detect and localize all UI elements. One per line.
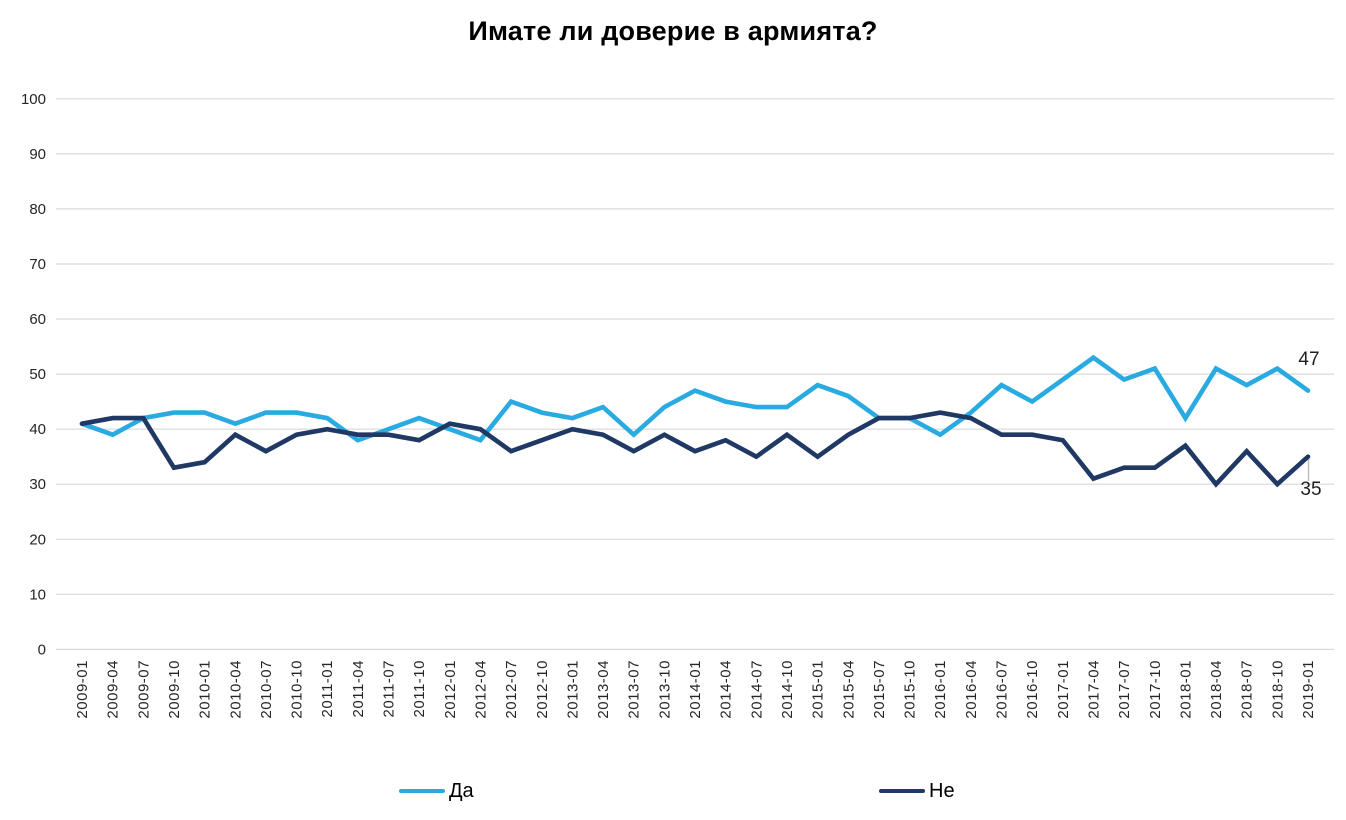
x-tick-label: 2018-04	[1208, 660, 1225, 719]
y-tick-label: 80	[29, 201, 46, 218]
y-tick-label: 100	[21, 91, 46, 108]
x-tick-label: 2014-04	[718, 660, 735, 719]
x-tick-label: 2010-04	[227, 660, 244, 719]
x-axis-labels: 2009-01 2009-04 2009-07 2009-10 2010-01 2010-…	[74, 660, 1317, 719]
y-tick-label: 20	[29, 531, 46, 548]
y-tick-label: 40	[29, 421, 46, 438]
x-tick-label: 2010-01	[197, 660, 214, 719]
legend-label-da: Да	[449, 779, 474, 802]
x-tick-label: 2016-01	[932, 660, 949, 719]
x-tick-label: 2011-07	[381, 660, 398, 717]
series-line-ne	[79, 410, 1311, 488]
x-tick-label: 2015-10	[902, 660, 919, 719]
x-tick-label: 2009-10	[166, 660, 183, 719]
y-tick-label: 10	[29, 586, 46, 603]
x-tick-label: 2018-10	[1269, 660, 1286, 719]
x-tick-label: 2017-01	[1055, 660, 1072, 719]
y-axis-labels: 0 10 20 30 40 50 60 70 80 90 100	[21, 91, 46, 659]
x-tick-label: 2015-01	[810, 660, 827, 719]
x-tick-label: 2013-10	[656, 660, 673, 719]
y-tick-label: 0	[38, 641, 46, 658]
x-tick-label: 2010-10	[289, 660, 306, 719]
x-tick-label: 2010-07	[258, 660, 275, 719]
x-tick-label: 2018-07	[1239, 660, 1256, 719]
x-tick-label: 2016-04	[963, 660, 980, 719]
x-tick-label: 2017-07	[1116, 660, 1133, 719]
x-tick-label: 2017-04	[1085, 660, 1102, 719]
y-tick-label: 60	[29, 311, 46, 328]
x-tick-label: 2009-04	[105, 660, 122, 719]
legend-line-da-icon	[399, 788, 445, 794]
legend-label-ne: Не	[929, 779, 955, 802]
legend-item-da: Да	[399, 778, 474, 804]
y-tick-label: 30	[29, 476, 46, 493]
x-tick-label: 2014-01	[687, 660, 704, 719]
x-tick-label: 2009-07	[135, 660, 152, 719]
x-tick-label: 2015-07	[871, 660, 888, 719]
x-tick-label: 2016-10	[1024, 660, 1041, 719]
x-tick-label: 2013-01	[564, 660, 581, 719]
x-tick-label: 2013-07	[626, 660, 643, 719]
x-tick-label: 2014-07	[748, 660, 765, 719]
data-label-ne-last: 35	[1300, 479, 1322, 500]
chart-legend: Да Не	[0, 778, 1346, 808]
x-tick-label: 2014-10	[779, 660, 796, 719]
x-tick-label: 2009-01	[74, 660, 91, 719]
x-tick-label: 2012-10	[534, 660, 551, 719]
legend-item-ne: Не	[879, 778, 955, 804]
legend-line-ne-icon	[879, 788, 925, 794]
x-tick-label: 2017-10	[1147, 660, 1164, 719]
y-tick-label: 50	[29, 366, 46, 383]
series-line-da	[79, 354, 1311, 443]
x-tick-label: 2019-01	[1300, 660, 1317, 719]
gridlines	[56, 98, 1334, 651]
y-tick-label: 90	[29, 146, 46, 163]
y-tick-label: 70	[29, 256, 46, 273]
x-tick-label: 2012-01	[442, 660, 459, 719]
x-tick-label: 2018-01	[1177, 660, 1194, 719]
x-tick-label: 2011-10	[411, 660, 428, 717]
x-tick-label: 2015-04	[840, 660, 857, 719]
x-tick-label: 2013-04	[595, 660, 612, 719]
chart-title: Имате ли доверие в армията?	[468, 16, 878, 46]
x-tick-label: 2012-04	[472, 660, 489, 719]
x-tick-label: 2012-07	[503, 660, 520, 719]
data-label-da-last: 47	[1298, 349, 1320, 370]
x-tick-label: 2016-07	[994, 660, 1011, 719]
x-tick-label: 2011-04	[350, 660, 367, 717]
x-tick-label: 2011-01	[319, 660, 336, 717]
